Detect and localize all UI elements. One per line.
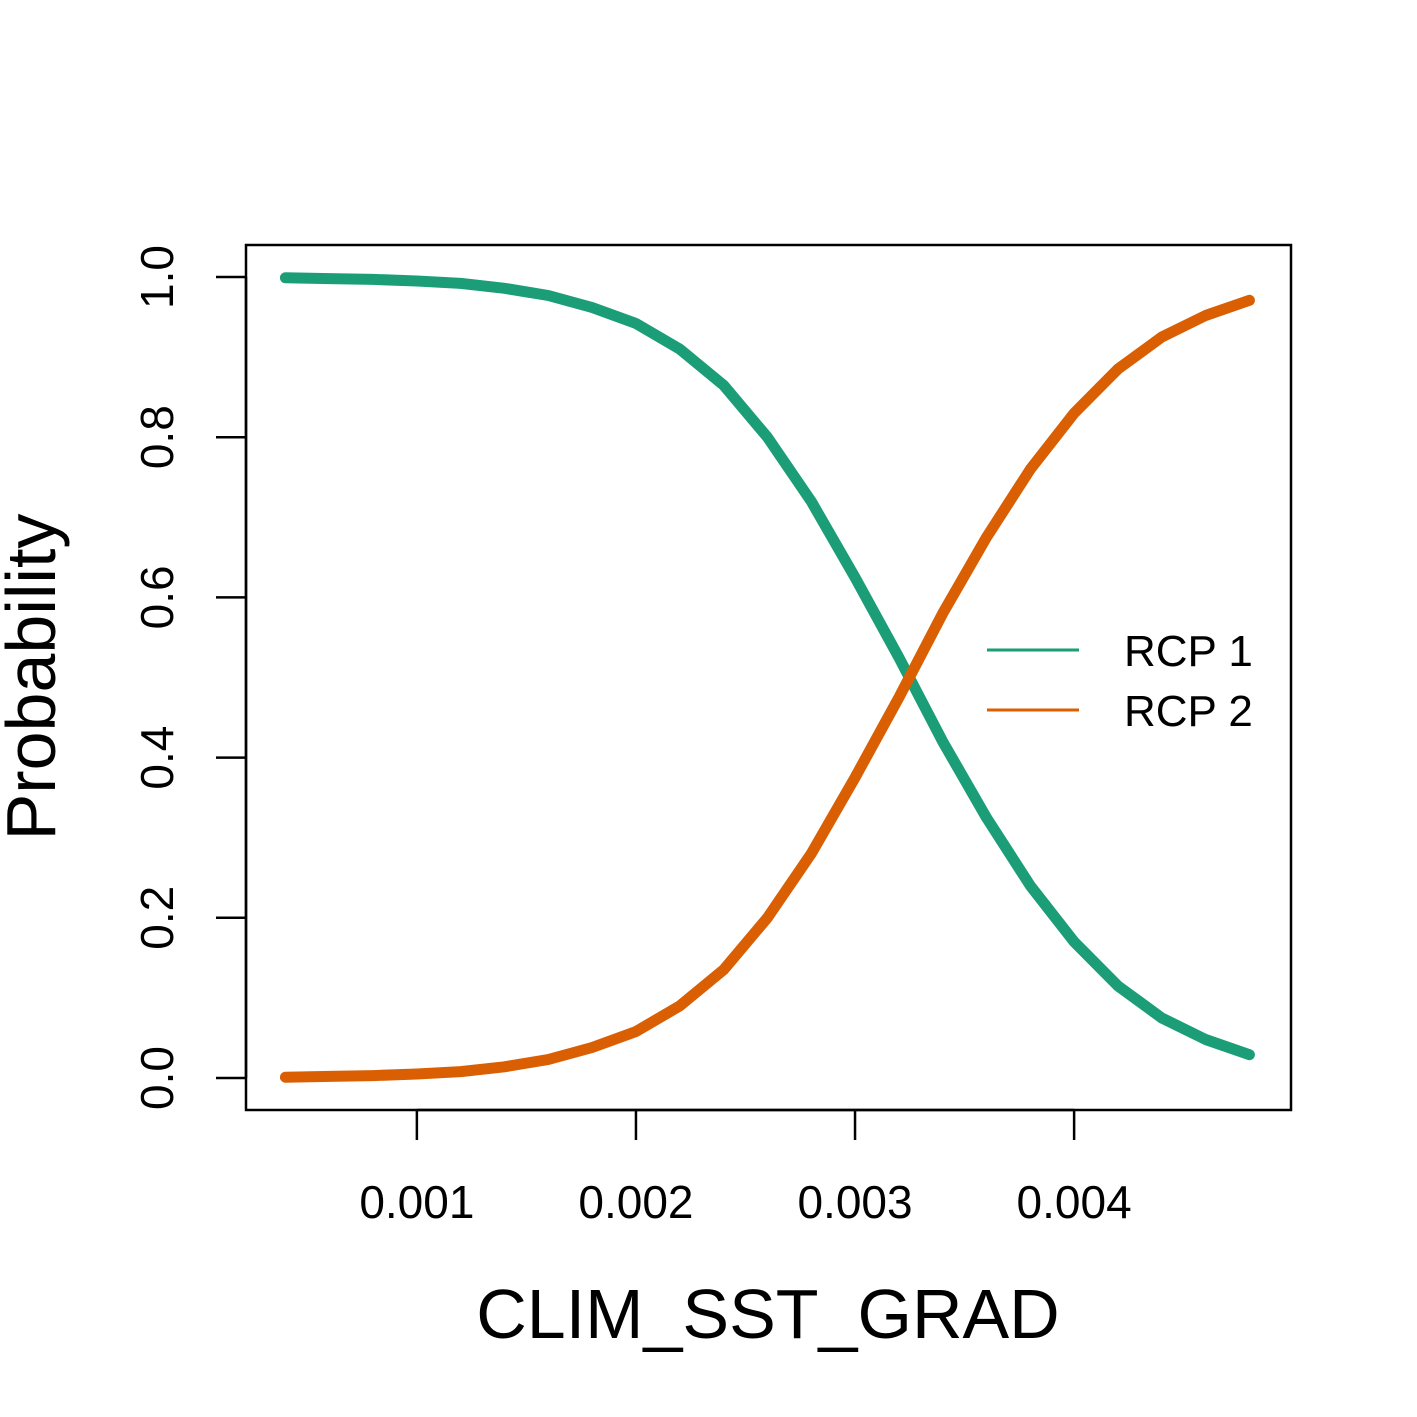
y-tick-label: 0.8: [131, 405, 183, 469]
x-axis-title: CLIM_SST_GRAD: [476, 1275, 1059, 1353]
series-line-2: [279, 294, 1255, 1083]
y-tick-label: 1.0: [131, 245, 183, 309]
legend-label-2: RCP 2: [1124, 687, 1253, 736]
x-tick-label: 0.003: [797, 1176, 912, 1228]
x-tick-label: 0.004: [1017, 1176, 1132, 1228]
y-tick-label: 0.4: [131, 726, 183, 790]
series-line-1: [279, 272, 1255, 1061]
y-axis: 0.0 0.2 0.4 0.6 0.8 1.0: [131, 245, 248, 1110]
y-tick-label: 0.2: [131, 886, 183, 950]
x-tick-label: 0.001: [359, 1176, 474, 1228]
legend-label-1: RCP 1: [1124, 627, 1253, 676]
y-axis-title: Probability: [0, 514, 70, 841]
series-layer: [279, 272, 1255, 1083]
y-tick-label: 0.6: [131, 565, 183, 629]
legend: RCP 1 RCP 2: [987, 627, 1253, 736]
x-tick-label: 0.002: [578, 1176, 693, 1228]
x-axis: 0.001 0.002 0.003 0.004: [359, 1108, 1132, 1228]
y-tick-label: 0.0: [131, 1046, 183, 1110]
